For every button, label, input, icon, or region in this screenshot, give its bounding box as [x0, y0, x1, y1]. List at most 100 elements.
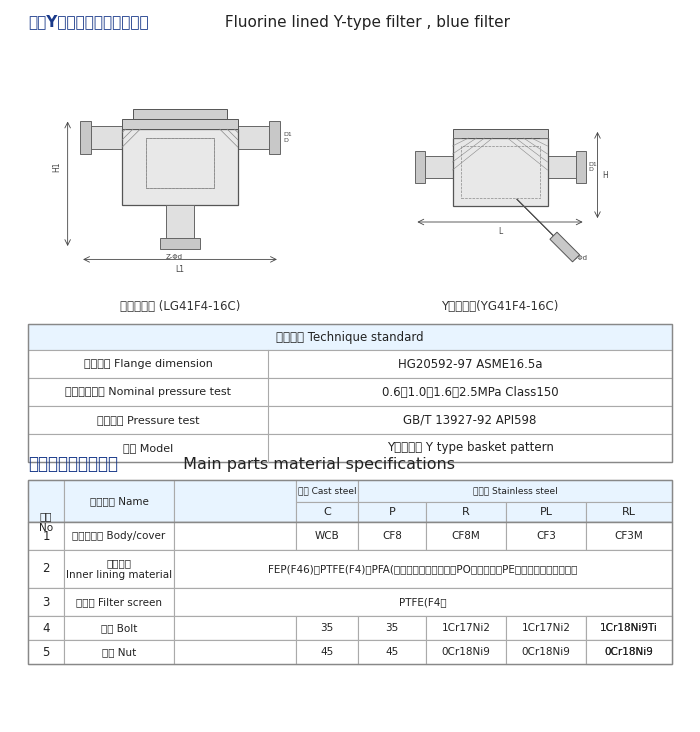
Bar: [28, 522, 64, 550]
Text: 1Cr18Ni9Ti: 1Cr18Ni9Ti: [600, 623, 658, 633]
Bar: [28, 324, 672, 462]
Bar: [28, 480, 672, 522]
Text: 4: 4: [42, 621, 50, 635]
Bar: [452, 138, 547, 206]
Bar: [167, 205, 194, 239]
Bar: [296, 480, 358, 502]
Text: 45: 45: [386, 647, 398, 657]
Text: Main parts material specifications: Main parts material specifications: [178, 457, 455, 471]
Text: 过滤网 Filter screen: 过滤网 Filter screen: [76, 597, 162, 607]
Text: 不锈钢 Stainless steel: 不锈钢 Stainless steel: [473, 487, 557, 496]
Text: FEP(F46)、PTFE(F4)、PFA(可溶性聚四氟乙烯）、PO（聚烯）、PE（超高分子量聚乙烯）: FEP(F46)、PTFE(F4)、PFA(可溶性聚四氟乙烯）、PO（聚烯）、P…: [268, 564, 578, 574]
Text: 5: 5: [42, 646, 50, 659]
Bar: [28, 640, 64, 664]
Bar: [28, 480, 672, 502]
Text: P: P: [389, 507, 396, 517]
Text: WCB: WCB: [314, 531, 340, 541]
Text: HG20592-97 ASME16.5a: HG20592-97 ASME16.5a: [398, 357, 542, 370]
Text: 压力试验 Pressure test: 压力试验 Pressure test: [97, 415, 200, 425]
Bar: [586, 522, 672, 550]
Text: 0Cr18Ni9: 0Cr18Ni9: [442, 647, 491, 657]
Bar: [296, 522, 358, 550]
Bar: [174, 588, 672, 616]
Bar: [238, 126, 270, 149]
Bar: [586, 640, 672, 664]
Text: Z-Φd: Z-Φd: [165, 254, 182, 260]
Text: Y型、蓝式 Y type basket pattern: Y型、蓝式 Y type basket pattern: [386, 441, 554, 455]
Bar: [426, 640, 506, 664]
Bar: [133, 109, 228, 119]
Bar: [28, 406, 672, 434]
Text: 内衬材料
Inner lining material: 内衬材料 Inner lining material: [66, 558, 172, 580]
Bar: [358, 480, 672, 502]
Bar: [28, 588, 672, 616]
Bar: [160, 239, 200, 249]
Bar: [64, 588, 174, 616]
Text: 序号
No: 序号 No: [39, 511, 53, 533]
Bar: [28, 378, 672, 406]
Bar: [28, 550, 672, 588]
Text: 1: 1: [42, 529, 50, 542]
Bar: [28, 550, 64, 588]
Text: 35: 35: [321, 623, 334, 633]
Bar: [296, 616, 358, 640]
Bar: [64, 640, 174, 664]
Bar: [586, 502, 672, 522]
Bar: [91, 126, 122, 149]
Text: 35: 35: [386, 623, 398, 633]
Bar: [28, 616, 672, 640]
Bar: [452, 129, 547, 138]
Text: 3: 3: [42, 596, 50, 608]
Bar: [146, 138, 214, 188]
Bar: [506, 640, 586, 664]
Bar: [506, 616, 586, 640]
Text: 1Cr17Ni2: 1Cr17Ni2: [442, 623, 491, 633]
Bar: [174, 522, 296, 550]
Bar: [174, 550, 672, 588]
Text: 零件名称 Name: 零件名称 Name: [90, 496, 148, 506]
Text: 衬氟Y型过滤器、蓝式过滤器: 衬氟Y型过滤器、蓝式过滤器: [28, 15, 148, 29]
Bar: [461, 146, 540, 198]
Bar: [270, 121, 280, 154]
Bar: [80, 121, 91, 154]
Text: 1Cr18Ni9Ti: 1Cr18Ni9Ti: [600, 623, 658, 633]
Text: 1Cr17Ni2: 1Cr17Ni2: [522, 623, 570, 633]
Bar: [426, 616, 506, 640]
Text: 法兰尺寸 Flange dimension: 法兰尺寸 Flange dimension: [83, 359, 212, 369]
Bar: [358, 640, 426, 664]
Bar: [28, 480, 64, 522]
Bar: [146, 138, 214, 188]
Text: 型号 Model: 型号 Model: [123, 443, 173, 453]
Bar: [28, 350, 672, 378]
Text: H1: H1: [52, 162, 62, 172]
Bar: [424, 156, 452, 178]
Text: 公称压力试验 Nominal pressure test: 公称压力试验 Nominal pressure test: [65, 387, 231, 397]
Bar: [64, 480, 174, 522]
Bar: [506, 522, 586, 550]
Text: 0.6、1.0、1.6、2.5MPa Class150: 0.6、1.0、1.6、2.5MPa Class150: [382, 386, 559, 398]
Bar: [64, 616, 174, 640]
Bar: [122, 119, 238, 130]
Text: Fluorine lined Y-type filter , blue filter: Fluorine lined Y-type filter , blue filt…: [220, 15, 510, 29]
Text: 0Cr18Ni9: 0Cr18Ni9: [522, 647, 570, 657]
Text: CF3: CF3: [536, 531, 556, 541]
Bar: [64, 550, 174, 588]
Bar: [358, 522, 426, 550]
Text: H: H: [603, 171, 608, 180]
Text: L1: L1: [176, 265, 185, 274]
Bar: [174, 480, 296, 522]
Text: RL: RL: [622, 507, 636, 517]
Text: GB/T 13927-92 API598: GB/T 13927-92 API598: [403, 414, 537, 427]
Bar: [426, 522, 506, 550]
Bar: [28, 640, 672, 664]
Bar: [547, 156, 575, 178]
Text: 碳钢 Cast steel: 碳钢 Cast steel: [298, 487, 356, 496]
Text: PL: PL: [540, 507, 552, 517]
Bar: [296, 502, 358, 522]
Text: CF8: CF8: [382, 531, 402, 541]
Bar: [414, 151, 424, 183]
Bar: [586, 616, 672, 640]
Text: 技术标准 Technique standard: 技术标准 Technique standard: [276, 331, 424, 343]
Text: 0Cr18Ni9: 0Cr18Ni9: [605, 647, 653, 657]
Text: 2: 2: [42, 562, 50, 575]
